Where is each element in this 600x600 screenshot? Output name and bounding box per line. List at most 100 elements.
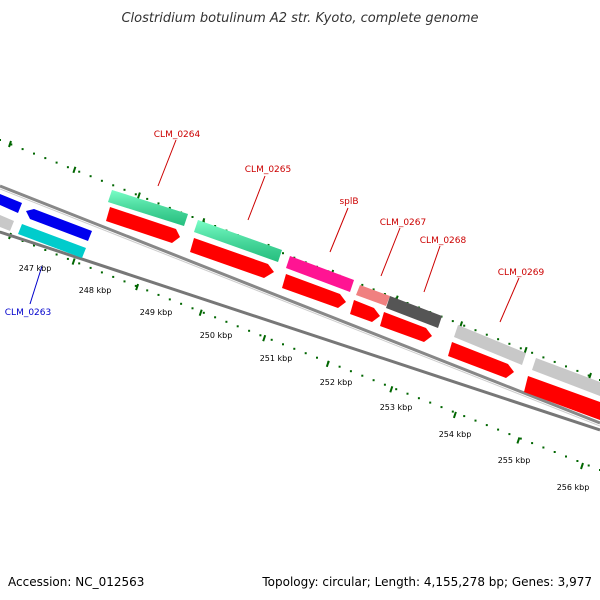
major-tick (135, 283, 140, 291)
scale-dot (146, 197, 149, 200)
scale-dot (202, 311, 205, 314)
gene-label-clm-0263[interactable]: CLM_0263 (5, 308, 51, 318)
cds-feature[interactable] (524, 376, 600, 420)
scale-dot (157, 293, 160, 296)
gene-feature-ring (0, 190, 600, 396)
scale-dot (282, 252, 284, 255)
scale-dot (587, 464, 590, 467)
gene-feature[interactable] (26, 209, 92, 241)
scale-dot (565, 455, 567, 458)
gene-label-clm-0269[interactable]: CLM_0269 (498, 268, 545, 278)
scale-dot (553, 360, 556, 363)
scale-dot (576, 369, 579, 372)
cds-feature[interactable] (448, 342, 514, 378)
scale-dot (451, 410, 454, 413)
scale-dot (0, 139, 1, 141)
scale-dot (78, 262, 81, 265)
scale-dot (123, 188, 126, 191)
cds-feature[interactable] (190, 238, 274, 278)
scale-dot (451, 320, 454, 323)
gene-feature-shade (194, 220, 282, 262)
cds-feature-ring (106, 207, 600, 420)
tick-label: 256 kbp (557, 483, 590, 492)
scale-dot (100, 179, 103, 182)
scale-dot (474, 419, 477, 422)
scale-dot (508, 342, 511, 345)
scale-dot (463, 415, 466, 418)
scale-dot (361, 283, 364, 286)
tick-label: 247 kbp (19, 264, 52, 273)
scale-dot (519, 437, 522, 440)
scale-dot (531, 442, 534, 445)
scale-dot (168, 206, 171, 209)
tick-label: 254 kbp (439, 430, 472, 439)
scale-dot (168, 298, 171, 301)
scale-dot (33, 244, 35, 247)
major-tick (452, 411, 457, 419)
gene-feature[interactable] (286, 256, 354, 292)
scale-dot (214, 225, 217, 227)
scale-dot (542, 446, 545, 449)
scale-dot (134, 193, 137, 196)
scale-dot (134, 284, 137, 287)
gene-feature[interactable] (0, 215, 14, 231)
scale-dot (44, 249, 47, 251)
scale-dot (440, 406, 443, 409)
scale-dot (587, 374, 590, 377)
gene-label-clm-0268[interactable]: CLM_0268 (420, 236, 467, 246)
scale-dot (112, 184, 115, 187)
scale-dot (33, 152, 35, 155)
leader-line-clm-0269 (499, 277, 520, 323)
gene-feature[interactable] (454, 325, 526, 365)
tick-label: 249 kbp (140, 308, 173, 317)
major-tick (136, 192, 141, 199)
gene-label-clm-0265[interactable]: CLM_0265 (245, 165, 291, 175)
gene-label-splb[interactable]: splB (339, 197, 358, 207)
scale-dot (191, 307, 194, 310)
gene-label-clm-0264[interactable]: CLM_0264 (154, 130, 201, 140)
scale-dot (55, 253, 58, 256)
gene-feature[interactable] (18, 224, 86, 258)
scale-dot (66, 166, 69, 169)
scale-dot (270, 338, 273, 341)
gene-feature[interactable] (386, 296, 442, 328)
scale-dot (89, 175, 92, 178)
cds-feature[interactable] (350, 300, 380, 322)
scale-dot (157, 202, 160, 205)
scale-dot (497, 338, 500, 341)
cds-feature[interactable] (282, 274, 346, 308)
tick-label: 253 kbp (380, 403, 413, 412)
scale-dot (21, 148, 24, 151)
scale-dot (565, 365, 567, 368)
cds-feature[interactable] (380, 312, 432, 342)
scale-dot (10, 143, 13, 146)
leader-line-clm-0265 (247, 175, 266, 221)
scale-dot (508, 433, 511, 436)
scale-dot (383, 293, 386, 295)
gene-feature[interactable] (0, 194, 22, 213)
scale-dot (338, 365, 341, 368)
scale-dot (259, 334, 262, 337)
tick-label: 251 kbp (260, 354, 293, 363)
scale-dot (406, 392, 409, 395)
scale-dot (485, 424, 488, 427)
scale-dot (293, 347, 296, 350)
accession-text: Accession: NC_012563 (8, 575, 144, 589)
tick-label: 252 kbp (320, 378, 353, 387)
gene-feature[interactable] (532, 358, 600, 396)
tick-label: 255 kbp (498, 456, 531, 465)
gene-labels: CLM_0263 CLM_0264 CLM_0265 splB CLM_0267… (5, 130, 545, 318)
scale-dot (395, 388, 398, 391)
tick-label: 248 kbp (79, 286, 112, 295)
cds-feature[interactable] (106, 207, 180, 243)
major-tick (198, 309, 203, 317)
scale-dot (304, 352, 307, 355)
gene-feature[interactable] (356, 285, 390, 306)
leader-line-clm-0263 (29, 265, 43, 305)
scale-dot (55, 161, 58, 164)
major-tick (262, 334, 267, 342)
scale-dot (89, 266, 92, 269)
scale-dot (383, 383, 386, 386)
gene-label-clm-0267[interactable]: CLM_0267 (380, 218, 426, 228)
